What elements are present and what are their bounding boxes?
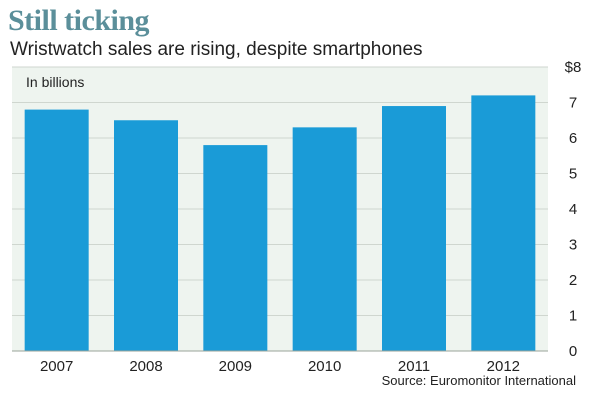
chart-title: Still ticking (8, 4, 150, 37)
y-tick-label: 6 (569, 130, 577, 147)
chart-subtitle: Wristwatch sales are rising, despite sma… (10, 39, 423, 60)
x-tick-label: 2012 (487, 358, 520, 375)
y-tick-label: $8 (565, 59, 582, 76)
y-tick-label: 7 (569, 95, 577, 112)
y-tick-label: 4 (569, 201, 577, 218)
bar-2010 (292, 127, 357, 351)
y-tick-label: 5 (569, 166, 577, 183)
y-tick-label: 3 (569, 237, 577, 254)
y-tick-label: 0 (569, 343, 577, 360)
unit-note: In billions (26, 74, 84, 90)
source-note: Source: Euromonitor International (381, 373, 576, 388)
y-tick-label: 1 (569, 308, 577, 325)
x-tick-label: 2008 (129, 358, 162, 375)
bar-2009 (203, 145, 268, 351)
bar-2007 (24, 109, 89, 351)
bar-2012 (471, 95, 536, 352)
x-tick-label: 2010 (308, 358, 341, 375)
x-tick-label: 2011 (398, 358, 430, 375)
x-tick-label: 2007 (40, 358, 73, 375)
y-tick-label: 2 (569, 272, 577, 289)
x-tick-label: 2009 (219, 358, 252, 375)
bar-2011 (382, 106, 446, 351)
bar-2008 (114, 120, 178, 351)
